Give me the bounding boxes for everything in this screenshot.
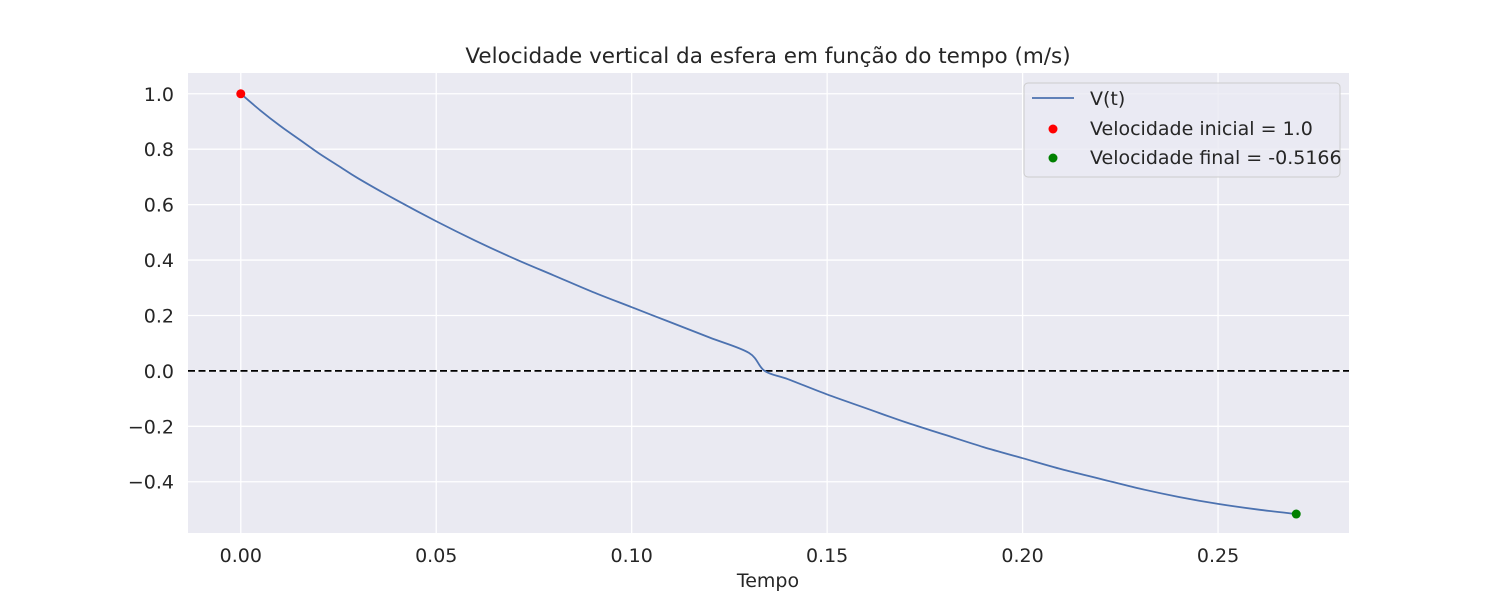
x-tick-label: 0.25 bbox=[1197, 545, 1239, 567]
series-line-v-t bbox=[240, 93, 1297, 515]
y-tick-label: 0.2 bbox=[144, 305, 174, 327]
y-tick-label: 0.0 bbox=[144, 361, 174, 383]
legend-entry-final: Velocidade final = -0.5166 bbox=[1090, 147, 1342, 169]
x-tick-labels: 0.00 0.05 0.10 0.15 0.20 0.25 bbox=[220, 545, 1240, 567]
legend-entry-series: V(t) bbox=[1090, 88, 1125, 110]
x-axis-label: Tempo bbox=[736, 570, 799, 592]
x-tick-label: 0.00 bbox=[220, 545, 262, 567]
y-tick-label: 0.4 bbox=[144, 250, 174, 272]
chart-title: Velocidade vertical da esfera em função … bbox=[465, 44, 1070, 69]
x-tick-label: 0.20 bbox=[1001, 545, 1043, 567]
y-tick-label: −0.4 bbox=[128, 472, 174, 494]
legend-marker-initial bbox=[1048, 124, 1058, 134]
y-tick-label: 0.6 bbox=[144, 195, 174, 217]
legend-entry-initial: Velocidade inicial = 1.0 bbox=[1090, 118, 1313, 140]
initial-velocity-point bbox=[236, 89, 246, 99]
legend: V(t) Velocidade inicial = 1.0 Velocidade… bbox=[1023, 82, 1342, 178]
x-tick-label: 0.05 bbox=[415, 545, 457, 567]
legend-marker-final bbox=[1048, 153, 1058, 163]
final-velocity-point bbox=[1291, 509, 1301, 519]
y-tick-label: −0.2 bbox=[128, 416, 174, 438]
y-tick-labels: 1.0 0.8 0.6 0.4 0.2 0.0 −0.2 −0.4 bbox=[128, 84, 174, 494]
legend-box bbox=[1023, 82, 1341, 178]
x-tick-label: 0.10 bbox=[611, 545, 653, 567]
x-tick-label: 0.15 bbox=[806, 545, 848, 567]
data-markers bbox=[236, 89, 1301, 519]
y-tick-label: 0.8 bbox=[144, 139, 174, 161]
y-tick-label: 1.0 bbox=[144, 84, 174, 106]
